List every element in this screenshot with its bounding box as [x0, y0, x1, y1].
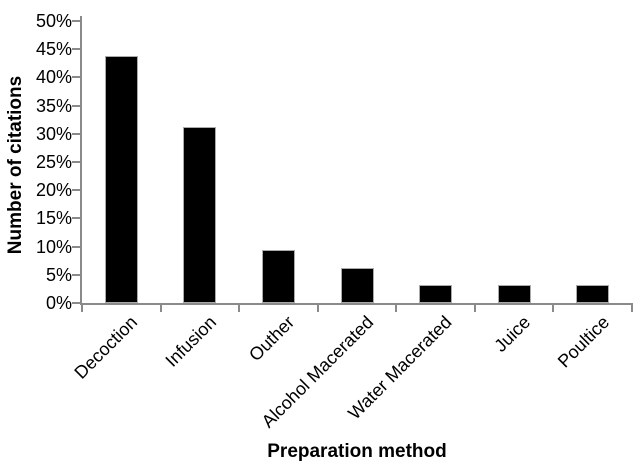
bar-infusion	[183, 126, 217, 303]
y-tick-label: 25%	[35, 152, 72, 172]
bar-poultice	[576, 285, 610, 303]
x-category-label-outher: Outher	[245, 312, 299, 366]
y-tick	[72, 104, 80, 107]
x-category-label-poultice: Poultice	[553, 312, 613, 372]
y-axis-line	[80, 16, 82, 305]
y-tick	[72, 132, 80, 135]
y-tick	[72, 161, 80, 163]
x-tick	[631, 303, 633, 312]
x-tick	[473, 303, 476, 312]
y-tick-label: 45%	[35, 39, 72, 60]
y-tick	[72, 217, 80, 220]
x-tick	[316, 303, 319, 312]
y-tick-label: 50%	[35, 11, 72, 31]
x-tick	[81, 303, 83, 312]
y-tick	[72, 273, 80, 276]
x-category-label-decoction: Decoction	[70, 312, 142, 383]
x-tick	[552, 303, 555, 312]
y-tick	[72, 20, 80, 22]
bar-water-macerated	[419, 285, 453, 303]
y-tick-label: 5%	[45, 264, 72, 285]
x-category-label-juice: Juice	[490, 312, 535, 356]
x-axis-line	[80, 303, 632, 305]
y-tick	[72, 302, 80, 304]
y-tick-label: 40%	[35, 67, 72, 88]
y-tick-label: 0%	[45, 293, 72, 313]
x-tick	[395, 303, 398, 312]
bar-juice	[497, 285, 531, 303]
bar-alcohol-macerated	[340, 267, 374, 303]
bar-outher	[261, 250, 295, 303]
x-category-label-infusion: Infusion	[161, 312, 221, 371]
y-tick-label: 35%	[35, 95, 72, 116]
x-axis-title: Preparation method	[267, 441, 447, 462]
x-tick	[238, 303, 241, 312]
x-tick	[159, 303, 162, 312]
y-tick-label: 15%	[35, 208, 72, 229]
y-tick	[72, 245, 80, 248]
y-tick-label: 20%	[35, 180, 72, 201]
y-tick	[72, 189, 80, 192]
bar-decoction	[104, 56, 138, 303]
y-tick-label: 10%	[35, 236, 72, 257]
y-tick	[72, 48, 80, 51]
y-tick	[72, 76, 80, 79]
y-tick-label: 30%	[35, 123, 72, 144]
